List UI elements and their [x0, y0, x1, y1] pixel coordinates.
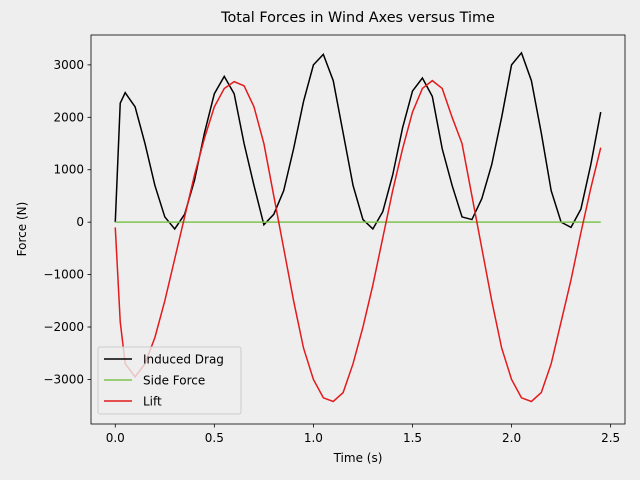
x-tick-label: 1.0: [304, 431, 323, 445]
y-tick-label: 1000: [53, 163, 84, 177]
legend-box: [97, 346, 242, 415]
legend: Induced Drag Side Force Lift: [97, 346, 242, 415]
line-series: [114, 79, 602, 403]
legend-label: Induced Drag: [143, 353, 224, 367]
y-tick-label: 3000: [53, 58, 84, 72]
plot-frame: [90, 34, 626, 425]
legend-label: Lift: [143, 395, 162, 409]
x-tick-label: 2.0: [502, 431, 521, 445]
legend-label: Side Force: [143, 374, 205, 388]
y-tick-label: −2000: [43, 320, 84, 334]
y-tick-label: −3000: [43, 372, 84, 386]
y-tick-label: 0: [76, 215, 84, 229]
x-tick-label: 1.5: [403, 431, 422, 445]
y-axis-label: Force (N): [15, 202, 29, 257]
x-tick-label: 0.5: [205, 431, 224, 445]
y-tick-label: 2000: [53, 110, 84, 124]
chart-title: Total Forces in Wind Axes versus Time: [220, 10, 495, 26]
x-axis-label: Time (s): [333, 451, 383, 465]
x-tick-label: 0.0: [106, 431, 125, 445]
y-tick-label: −1000: [43, 268, 84, 282]
x-tick-label: 2.5: [601, 431, 620, 445]
